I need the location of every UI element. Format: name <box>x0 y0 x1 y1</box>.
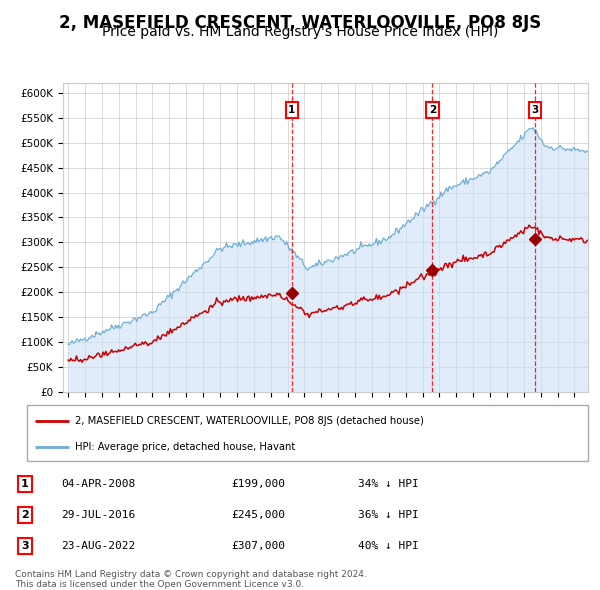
Text: This data is licensed under the Open Government Licence v3.0.: This data is licensed under the Open Gov… <box>15 579 304 589</box>
Text: HPI: Average price, detached house, Havant: HPI: Average price, detached house, Hava… <box>74 442 295 453</box>
Text: Contains HM Land Registry data © Crown copyright and database right 2024.: Contains HM Land Registry data © Crown c… <box>15 570 367 579</box>
Text: £245,000: £245,000 <box>231 510 285 520</box>
Text: 2, MASEFIELD CRESCENT, WATERLOOVILLE, PO8 8JS: 2, MASEFIELD CRESCENT, WATERLOOVILLE, PO… <box>59 14 541 32</box>
FancyBboxPatch shape <box>27 405 588 461</box>
Text: 40% ↓ HPI: 40% ↓ HPI <box>358 541 418 551</box>
Text: 34% ↓ HPI: 34% ↓ HPI <box>358 478 418 489</box>
Text: 2: 2 <box>429 105 436 115</box>
Text: 29-JUL-2016: 29-JUL-2016 <box>61 510 135 520</box>
Text: 3: 3 <box>21 541 28 551</box>
Text: 04-APR-2008: 04-APR-2008 <box>61 478 135 489</box>
Text: Price paid vs. HM Land Registry's House Price Index (HPI): Price paid vs. HM Land Registry's House … <box>102 25 498 40</box>
Text: 3: 3 <box>531 105 538 115</box>
Text: £307,000: £307,000 <box>231 541 285 551</box>
Text: 2: 2 <box>21 510 29 520</box>
Text: £199,000: £199,000 <box>231 478 285 489</box>
Text: 23-AUG-2022: 23-AUG-2022 <box>61 541 135 551</box>
Text: 36% ↓ HPI: 36% ↓ HPI <box>358 510 418 520</box>
Text: 1: 1 <box>21 478 29 489</box>
Text: 2, MASEFIELD CRESCENT, WATERLOOVILLE, PO8 8JS (detached house): 2, MASEFIELD CRESCENT, WATERLOOVILLE, PO… <box>74 416 424 426</box>
Text: 1: 1 <box>288 105 295 115</box>
